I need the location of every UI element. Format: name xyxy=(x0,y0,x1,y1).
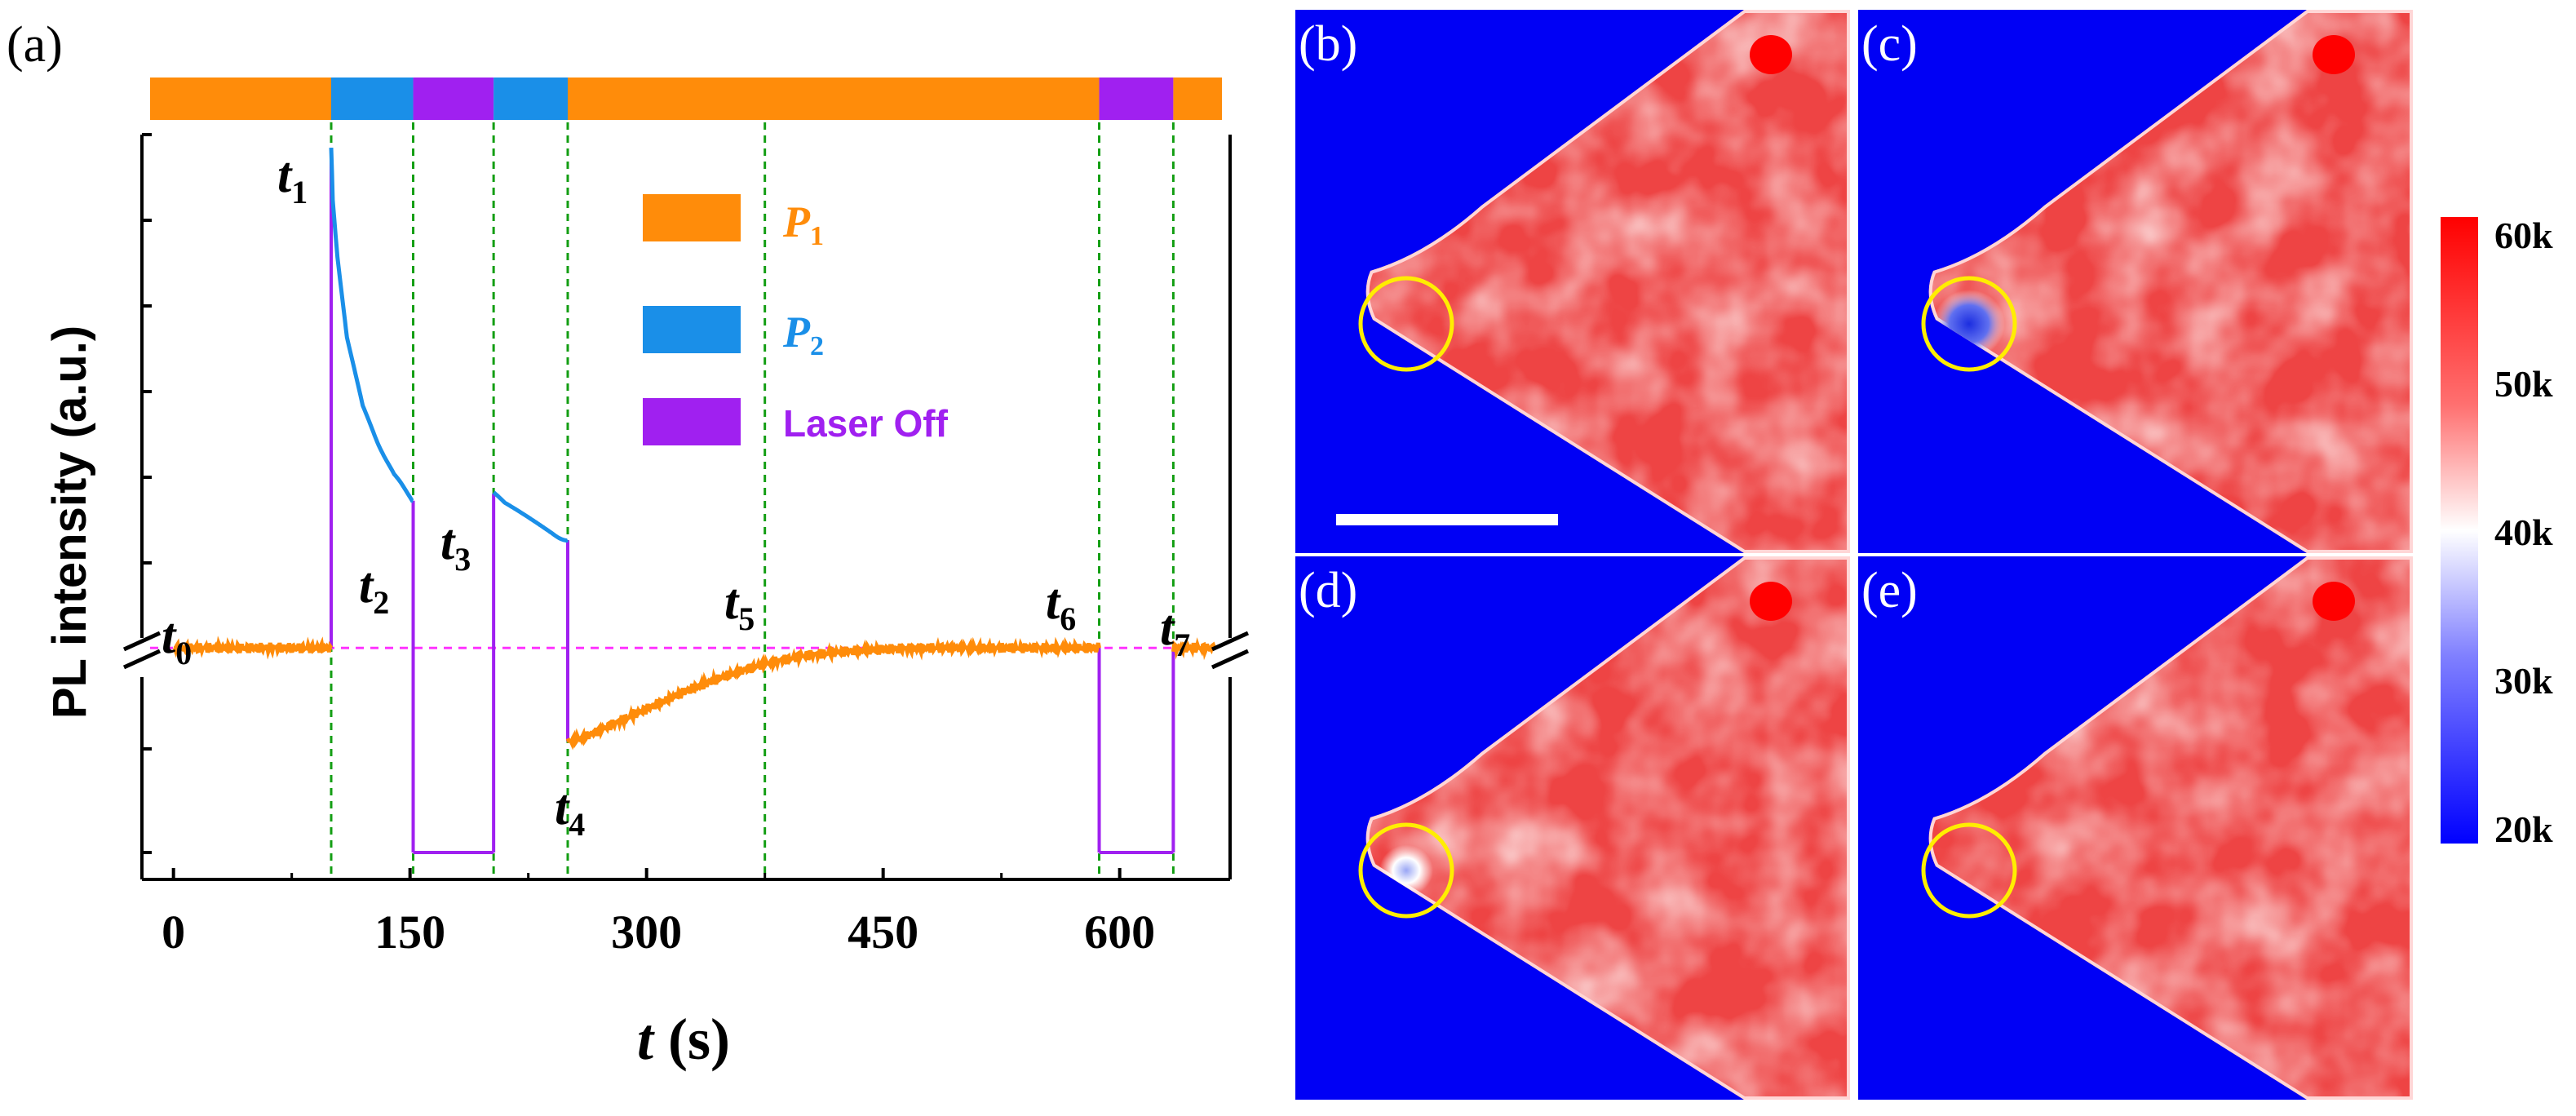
series-6 xyxy=(1171,637,1217,661)
legend: P1 P2 Laser Off xyxy=(643,194,949,445)
time-marker-symbol: t xyxy=(277,148,293,203)
hot-spot xyxy=(2313,582,2355,621)
time-marker-6: t6 xyxy=(1046,574,1076,637)
excitation-bar-segment-2 xyxy=(413,78,494,120)
x-tick-label-3: 450 xyxy=(848,906,918,959)
pl-map-d: (d) xyxy=(1295,556,1850,1100)
pl-map-c: (c) xyxy=(1858,10,2413,553)
plot-frame xyxy=(122,135,1250,881)
legend-entry-p1: P1 xyxy=(782,197,824,251)
time-marker-5: t5 xyxy=(724,574,755,637)
legend-swatch-laser-off xyxy=(643,398,741,445)
pl-maps: (b) (c) (d) (e) xyxy=(1295,10,2413,1100)
excitation-state-bar xyxy=(150,78,1222,120)
legend-p1-label: P xyxy=(782,197,811,246)
excitation-bar-segment-1 xyxy=(331,78,414,120)
time-marker-2: t2 xyxy=(359,558,389,621)
pl-map-b: (b) xyxy=(1295,10,1850,553)
time-marker-7: t7 xyxy=(1160,600,1190,663)
panel-label-e: (e) xyxy=(1861,563,1918,618)
time-marker-sub: 5 xyxy=(738,600,755,637)
colorbar-tick-label-4: 20k xyxy=(2494,808,2553,850)
colorbar-tick-label-3: 30k xyxy=(2494,660,2553,702)
x-tick-label-0: 0 xyxy=(162,906,185,959)
colorbar-tick-label-1: 50k xyxy=(2494,363,2553,405)
legend-swatch-p1 xyxy=(643,194,741,241)
excitation-bar-segment-0 xyxy=(150,78,331,120)
y-ticks xyxy=(142,133,152,854)
colorbar: 60k 50k 40k 30k 20k xyxy=(2441,215,2553,850)
time-marker-sub: 3 xyxy=(454,541,471,578)
excitation-bar-segment-4 xyxy=(568,78,1100,120)
flake-edge xyxy=(1365,556,1850,1100)
colorbar-tick-label-0: 60k xyxy=(2494,215,2553,256)
series-4 xyxy=(565,636,1101,751)
y-axis-label: PL intensity (a.u.) xyxy=(43,326,96,719)
time-marker-symbol: t xyxy=(162,609,177,664)
pl-map-e: (e) xyxy=(1858,556,2413,1100)
time-marker-sub: 0 xyxy=(175,635,192,671)
legend-p1-sub: 1 xyxy=(810,221,824,251)
time-marker-symbol: t xyxy=(555,780,570,835)
excitation-bar-segment-3 xyxy=(494,78,568,120)
pl-traces xyxy=(172,148,1217,854)
legend-entry-laser-off: Laser Off xyxy=(783,402,949,445)
time-marker-symbol: t xyxy=(1046,574,1061,630)
colorbar-gradient xyxy=(2441,217,2478,844)
hot-spot xyxy=(2313,35,2355,74)
spot-marker-circle xyxy=(1358,822,1454,919)
x-ticks: 0 150 300 450 600 xyxy=(162,868,1155,959)
series-3 xyxy=(492,490,569,543)
time-marker-0: t0 xyxy=(162,609,192,671)
spot-marker-circle xyxy=(1921,276,2017,372)
time-marker-sub: 7 xyxy=(1174,627,1190,663)
panel-label-c: (c) xyxy=(1861,16,1918,72)
x-tick-label-1: 150 xyxy=(374,906,445,959)
x-axis-label: t (s) xyxy=(637,1007,730,1072)
panel-label-d: (d) xyxy=(1299,563,1357,618)
time-marker-1: t1 xyxy=(277,148,308,210)
spot-marker-circle xyxy=(1358,276,1454,372)
series-0 xyxy=(172,636,334,660)
time-marker-symbol: t xyxy=(724,574,740,630)
colorbar-ticks: 60k 50k 40k 30k 20k xyxy=(2494,215,2553,850)
legend-swatch-p2 xyxy=(643,306,741,353)
legend-p2-label: P xyxy=(782,308,811,356)
legend-entry-p2: P2 xyxy=(782,308,824,361)
scale-bar xyxy=(1336,514,1558,525)
legend-p2-sub: 2 xyxy=(810,331,824,361)
axis-break-right xyxy=(1211,631,1250,670)
colorbar-tick-label-2: 40k xyxy=(2494,512,2553,553)
x-tick-label-2: 300 xyxy=(611,906,682,959)
excitation-bar-segment-5 xyxy=(1099,78,1174,120)
time-marker-sub: 4 xyxy=(569,806,585,843)
flake-edge xyxy=(1928,556,2413,1100)
time-marker-symbol: t xyxy=(440,515,456,570)
x-axis-label-symbol: t xyxy=(637,1007,655,1072)
axis-break-left xyxy=(122,631,162,670)
hot-spot xyxy=(1750,582,1792,621)
panel-label-b: (b) xyxy=(1299,16,1357,72)
spot-marker-circle xyxy=(1921,822,2017,919)
time-marker-symbol: t xyxy=(359,558,374,613)
time-marker-sub: 2 xyxy=(373,584,389,621)
time-marker-sub: 6 xyxy=(1060,600,1076,637)
series-1 xyxy=(329,148,414,503)
flake-edge xyxy=(1365,10,1850,553)
x-tick-label-4: 600 xyxy=(1084,906,1155,959)
time-marker-3: t3 xyxy=(440,515,471,578)
time-marker-4: t4 xyxy=(555,780,585,843)
time-marker-sub: 1 xyxy=(291,174,308,210)
hot-spot xyxy=(1750,35,1792,74)
time-marker-symbol: t xyxy=(1160,600,1175,656)
x-axis-label-unit: (s) xyxy=(653,1007,730,1072)
excitation-bar-segment-6 xyxy=(1173,78,1222,120)
panel-label-a: (a) xyxy=(7,17,63,73)
